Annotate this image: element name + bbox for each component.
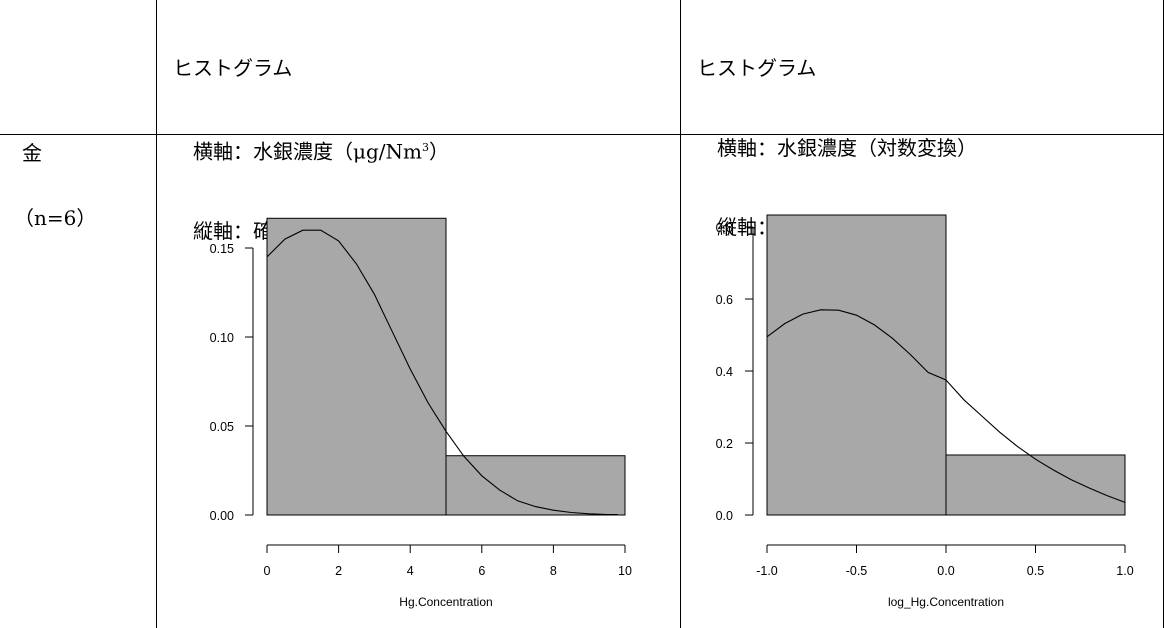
header-col2-xaxis-desc: 横軸：水銀濃度（対数変換） bbox=[717, 135, 977, 160]
header-col1-title: ヒストグラム bbox=[173, 56, 293, 80]
histogram-bar-1 bbox=[766, 214, 947, 516]
histogram-bar-1 bbox=[266, 217, 447, 516]
x-tick-label: -1.0 bbox=[756, 564, 778, 578]
y-tick-label: 0.05 bbox=[210, 420, 234, 434]
x-axis-label: log_Hg.Concentration bbox=[888, 595, 1004, 609]
y-tick-label: 0.8 bbox=[716, 221, 733, 235]
histogram-bar-2 bbox=[445, 455, 626, 516]
x-tick-label: 0 bbox=[264, 564, 271, 578]
x-tick-label: 0.5 bbox=[1027, 564, 1044, 578]
y-tick-label: 0.0 bbox=[716, 509, 733, 523]
density-curve bbox=[766, 309, 1126, 503]
y-tick-label: 0.15 bbox=[210, 242, 234, 256]
y-tick-label: 0.2 bbox=[716, 437, 733, 451]
row-sample-count: （n=6） bbox=[14, 206, 97, 230]
header-divider bbox=[0, 134, 1164, 135]
density-curve bbox=[266, 229, 618, 516]
x-tick-label: -0.5 bbox=[846, 564, 868, 578]
y-tick-label: 0.00 bbox=[210, 509, 234, 523]
x-tick-label: 6 bbox=[478, 564, 485, 578]
x-tick-label: 8 bbox=[550, 564, 557, 578]
histogram-bar-2 bbox=[945, 454, 1126, 516]
header-col1: ヒストグラム 横軸：水銀濃度（μg/Nm3） 縦軸：確率密度 bbox=[173, 2, 449, 271]
y-tick-label: 0.10 bbox=[210, 331, 234, 345]
x-tick-label: 1.0 bbox=[1116, 564, 1133, 578]
row-label: 金 bbox=[22, 141, 42, 165]
x-tick-label: 10 bbox=[618, 564, 632, 578]
x-tick-label: 0.0 bbox=[937, 564, 954, 578]
x-axis-label: Hg.Concentration bbox=[399, 595, 492, 609]
header-col1-xaxis-desc: 横軸：水銀濃度（μg/Nm3） bbox=[193, 139, 450, 164]
header-col2-title: ヒストグラム bbox=[697, 56, 817, 80]
table-border-middle bbox=[680, 0, 681, 628]
y-tick-label: 0.4 bbox=[716, 365, 733, 379]
x-tick-label: 2 bbox=[335, 564, 342, 578]
x-tick-label: 4 bbox=[407, 564, 414, 578]
y-tick-label: 0.6 bbox=[716, 293, 733, 307]
table-border-left bbox=[156, 0, 157, 628]
